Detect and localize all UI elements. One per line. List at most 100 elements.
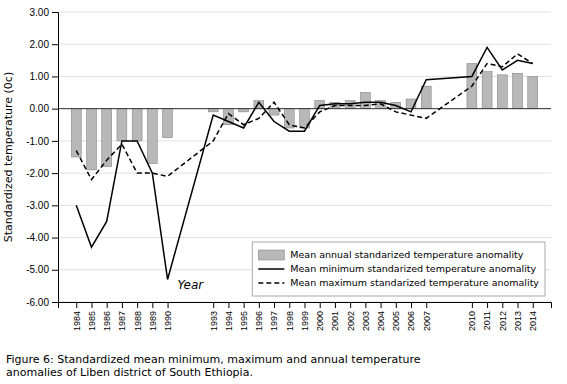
x-tick: 1986 [102,302,112,331]
bar [163,109,173,138]
y-axis-line [52,13,59,303]
x-tick: 2013 [513,302,523,331]
x-tick-mark [137,302,138,308]
x-tick-label: 2011 [482,311,492,330]
legend-swatch [258,282,284,284]
line [76,54,532,180]
x-tick-mark [533,302,534,308]
x-tick-mark [381,302,382,308]
x-tick-label: 2014 [528,311,538,331]
x-tick: 1997 [269,302,279,331]
annotation: Year [178,278,205,292]
x-tick-mark [274,302,275,308]
y-tick-mark [52,205,58,206]
y-tick-mark [52,109,58,110]
y-tick: -3.00 [26,200,58,211]
x-tick: 2012 [498,302,508,331]
x-tick-mark [426,302,427,308]
x-tick: 1996 [254,302,264,331]
y-tick-label: -4.00 [26,232,49,243]
y-tick-label: 0.00 [30,103,50,114]
chart: -6.00-5.00-4.00-3.00-2.00-1.000.001.002.… [0,0,567,384]
caption: Figure 6: Standardized mean minimum, max… [6,353,421,379]
grid-line [58,44,551,45]
bar [513,73,523,108]
grid-line [58,108,551,109]
x-tick-mark [107,302,108,308]
legend-swatch [258,250,284,260]
x-tick: 2014 [528,302,538,331]
x-tick: 1995 [239,302,249,331]
y-tick: -2.00 [26,168,58,179]
bar [269,109,279,115]
bar [497,75,507,109]
x-tick-mark [365,302,366,308]
x-tick-label: 1993 [209,311,219,331]
x-tick: 2007 [422,302,432,331]
legend-label: Mean maximum standarized temperature ano… [290,277,539,288]
x-tick-label: 2013 [513,311,523,331]
x-tick: 1989 [148,302,158,331]
x-tick-label: 2000 [315,311,325,331]
x-tick-mark [76,302,77,308]
bar [421,86,431,109]
x-tick: 1993 [209,302,219,331]
y-tick-mark [52,173,58,174]
x-tick-label: 1988 [133,311,143,331]
x-axis: 1984198519861987198819891990199319941995… [59,302,552,331]
plot: -6.00-5.00-4.00-3.00-2.00-1.000.001.002.… [2,7,552,331]
x-tick-mark [168,302,169,308]
y-tick-mark [52,76,58,77]
x-tick: 2005 [391,302,401,331]
x-tick-mark [335,302,336,308]
bar [528,76,538,108]
bar [345,101,355,109]
y-tick-label: -6.00 [26,297,49,308]
x-tick-mark [502,302,503,308]
x-tick-mark [289,302,290,308]
x-tick-mark [320,302,321,308]
x-tick: 1999 [300,302,310,331]
y-tick-label: -5.00 [26,264,49,275]
bar [147,109,157,164]
grid-line [58,173,551,174]
y-tick: -5.00 [26,264,58,275]
x-tick-label: 1984 [72,311,82,331]
bar [132,109,142,141]
x-tick-label: 1989 [148,311,158,331]
y-axis-title: Standardized temperature (0c) [2,72,15,242]
x-tick: 1998 [285,302,295,331]
y-tick-label: 1.00 [30,71,50,82]
x-tick: 1994 [224,302,234,331]
y-tick: -1.00 [26,136,58,147]
bar-series [71,64,537,170]
y-tick-mark [52,302,58,303]
y-tick-label: -1.00 [26,136,49,147]
bar [482,72,492,109]
grid-line [58,237,551,238]
x-tick-mark [350,302,351,308]
x-tick-label: 2001 [330,311,340,331]
x-tick-label: 1994 [224,311,234,331]
bar [71,109,81,157]
x-tick-label: 2006 [406,311,416,331]
y-tick: -4.00 [26,232,58,243]
x-tick-mark [305,302,306,308]
x-tick-label: 2010 [467,311,477,331]
x-tick: 2011 [482,302,492,330]
x-tick-mark [213,302,214,308]
x-tick-label: 2007 [422,311,432,331]
y-axis: -6.00-5.00-4.00-3.00-2.00-1.000.001.002.… [26,7,58,308]
x-tick-label: 1990 [163,311,173,331]
y-tick-mark [52,238,58,239]
caption-line: anomalies of Liben district of South Eth… [6,366,253,379]
y-tick-label: 3.00 [30,7,50,18]
grid-line [58,205,551,206]
bar [117,109,127,141]
y-tick-mark [52,141,58,142]
x-tick-label: 1985 [87,311,97,331]
y-tick: 1.00 [30,71,58,82]
x-tick: 2001 [330,302,340,331]
x-tick-mark [91,302,92,308]
x-tick-label: 2002 [346,311,356,331]
